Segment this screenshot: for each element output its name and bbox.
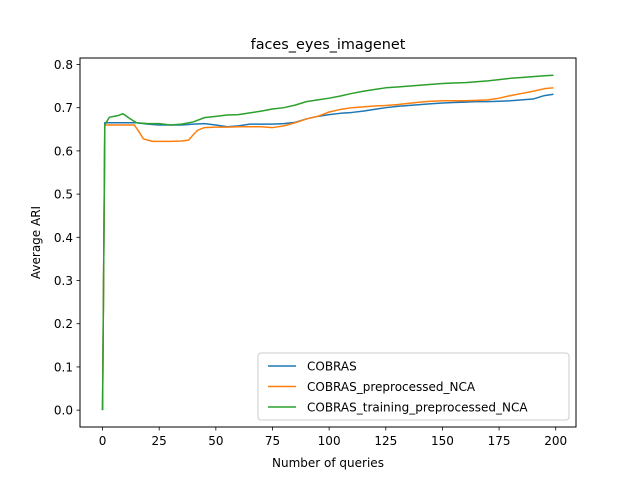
x-tick-label: 175 xyxy=(488,434,511,448)
x-tick-label: 0 xyxy=(99,434,107,448)
y-tick-label: 0.8 xyxy=(54,58,73,72)
plot-frame xyxy=(79,57,577,428)
x-tick-label: 75 xyxy=(265,434,280,448)
legend-label-3: COBRAS_training_preprocessed_NCA xyxy=(307,401,528,415)
y-tick-label: 0.0 xyxy=(54,404,73,418)
legend-label-1: COBRAS xyxy=(307,360,357,374)
series-line-3 xyxy=(101,74,554,411)
x-axis-label: Number of queries xyxy=(272,456,384,470)
chart-title: faces_eyes_imagenet xyxy=(251,37,406,53)
x-tick-label: 200 xyxy=(544,434,567,448)
y-tick-label: 0.5 xyxy=(54,188,73,202)
y-axis-label: Average ARI xyxy=(29,206,43,279)
x-tick-label: 50 xyxy=(208,434,223,448)
legend-box xyxy=(257,352,570,421)
y-tick-label: 0.3 xyxy=(54,274,73,288)
y-tick-label: 0.2 xyxy=(54,317,73,331)
series-layer xyxy=(101,74,554,411)
y-tick-label: 0.4 xyxy=(54,231,73,245)
y-tick-label: 0.1 xyxy=(54,360,73,374)
series-line-2 xyxy=(101,87,554,411)
x-tick-label: 150 xyxy=(431,434,454,448)
legend-label-2: COBRAS_preprocessed_NCA xyxy=(307,380,476,394)
legend: COBRAS COBRAS_preprocessed_NCA COBRAS_trai… xyxy=(257,352,570,421)
x-tick-label: 125 xyxy=(374,434,397,448)
x-axis-ticks: 0 25 50 75 100 125 150 175 200 xyxy=(99,427,567,448)
x-tick-label: 25 xyxy=(152,434,167,448)
y-axis-ticks: 0.0 0.1 0.2 0.3 0.4 0.5 0.6 0.7 0.8 xyxy=(54,58,80,418)
y-tick-label: 0.6 xyxy=(54,144,73,158)
y-tick-label: 0.7 xyxy=(54,101,73,115)
x-tick-label: 100 xyxy=(318,434,341,448)
